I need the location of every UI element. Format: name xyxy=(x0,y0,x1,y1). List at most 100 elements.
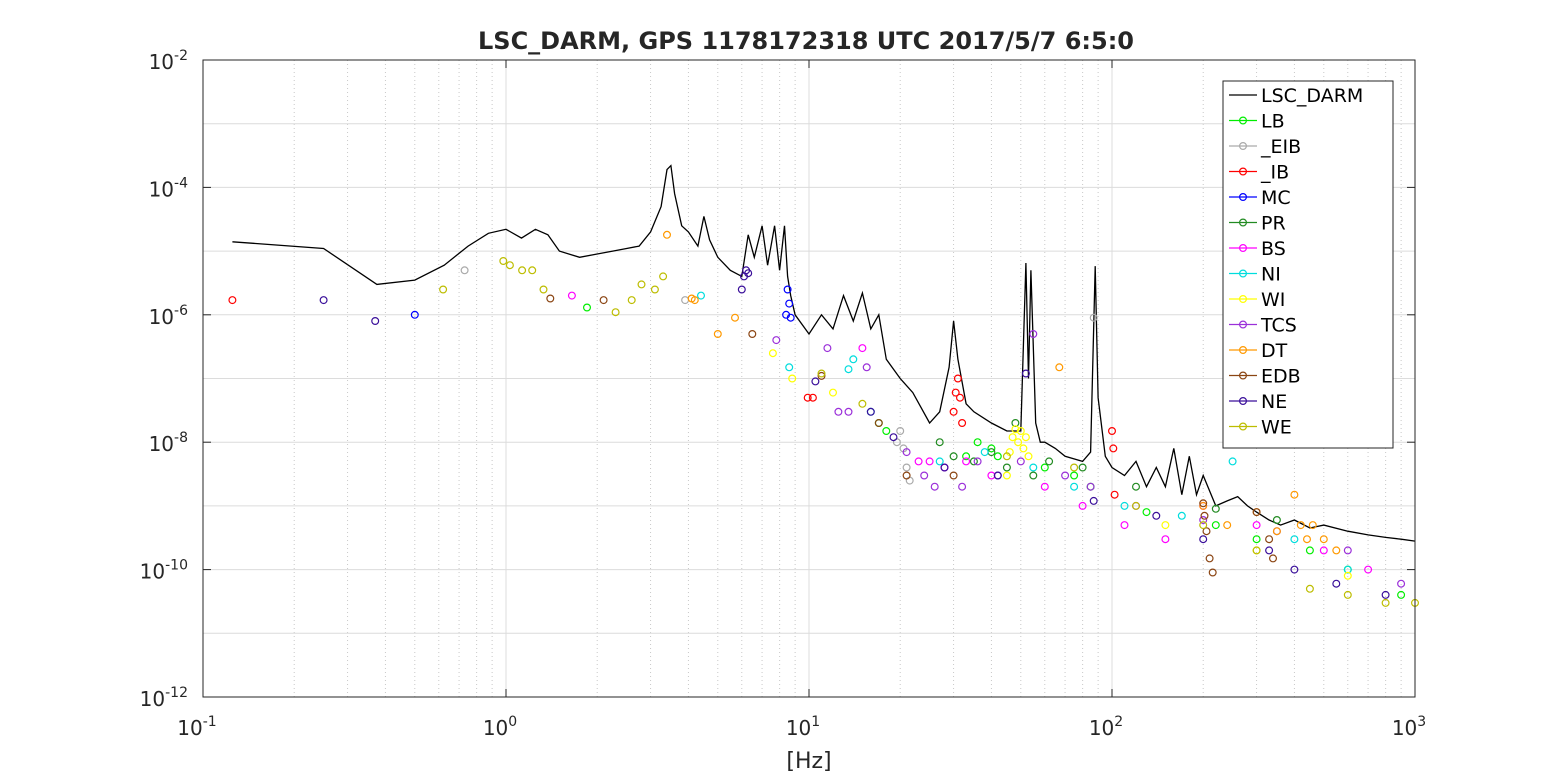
legend-marker-we xyxy=(1238,422,1247,431)
data-point-tcs xyxy=(902,448,911,457)
data-point-pr xyxy=(1078,463,1087,472)
legend-label-eib: _EIB xyxy=(1260,136,1301,158)
data-point-lb xyxy=(1040,463,1049,472)
data-point-edb xyxy=(1205,554,1214,563)
legend-label-tcs: TCS xyxy=(1260,315,1297,337)
data-point-wi xyxy=(1343,571,1352,580)
data-point-tcs xyxy=(1199,515,1208,524)
y-tick-label: 10-6 xyxy=(149,303,189,329)
data-point-ni xyxy=(785,363,794,372)
data-point-dt xyxy=(1296,521,1305,530)
data-point-ib xyxy=(953,374,962,383)
y-axis-ticks: 10-2 10-4 10-6 10-8 10-10 10-12 xyxy=(140,48,1415,711)
data-point-wi xyxy=(1002,471,1011,480)
data-point-tcs xyxy=(844,407,853,416)
data-point-dt xyxy=(1199,501,1208,510)
data-point-dt xyxy=(730,313,739,322)
data-point-wi xyxy=(1008,433,1017,442)
data-point-wi xyxy=(1011,425,1020,434)
data-point-bs xyxy=(1040,482,1049,491)
series-ni xyxy=(696,291,1352,574)
data-point-lb xyxy=(1252,535,1261,544)
data-point-bs xyxy=(1252,521,1261,530)
data-point-we xyxy=(1131,501,1140,510)
legend: LSC_DARM LB _EIB _IB MC PR BS NI WI TCS DT EDB NE WE xyxy=(1222,80,1394,449)
data-point-ib xyxy=(949,407,958,416)
data-point-ne xyxy=(811,377,820,386)
series-dt xyxy=(662,230,1341,555)
data-point-pr xyxy=(949,452,958,461)
data-point-lb xyxy=(1211,521,1220,530)
data-point-dt xyxy=(1319,535,1328,544)
legend-label-dt: DT xyxy=(1261,340,1288,362)
x-tick-label: 10-1 xyxy=(177,714,216,740)
data-point-bs xyxy=(1161,535,1170,544)
legend-marker-dt xyxy=(1238,346,1247,355)
data-point-ni xyxy=(1177,511,1186,520)
x-tick-label: 103 xyxy=(1392,714,1426,740)
data-point-eib xyxy=(902,463,911,472)
y-tick-label: 10-10 xyxy=(140,558,188,584)
data-point-we xyxy=(659,272,668,281)
data-point-ne xyxy=(319,296,328,305)
y-tick-label: 10-8 xyxy=(149,430,188,456)
data-point-ni xyxy=(1120,501,1129,510)
data-point-dt xyxy=(690,296,699,305)
data-point-bs xyxy=(962,457,971,466)
legend-label-lsc-darm: LSC_DARM xyxy=(1261,85,1363,107)
data-point-pr xyxy=(1029,471,1038,480)
data-point-ne xyxy=(1199,535,1208,544)
data-point-edb xyxy=(546,294,555,303)
data-point-bs xyxy=(567,291,576,300)
data-point-we xyxy=(650,285,659,294)
data-point-ne xyxy=(1290,565,1299,574)
data-point-wi xyxy=(828,388,837,397)
legend-label-lb: LB xyxy=(1261,111,1285,133)
data-point-mc xyxy=(786,313,795,322)
legend-marker-edb xyxy=(1238,371,1247,380)
data-point-lb xyxy=(1070,471,1079,480)
data-point-mc xyxy=(783,285,792,294)
data-point-edb xyxy=(1199,499,1208,508)
data-point-edb xyxy=(1268,554,1277,563)
series-mc xyxy=(410,285,795,322)
x-tick-label: 100 xyxy=(483,714,517,740)
data-point-ne xyxy=(1381,590,1390,599)
data-point-we xyxy=(1305,584,1314,593)
data-point-ni xyxy=(1029,463,1038,472)
data-point-we xyxy=(627,296,636,305)
data-point-we xyxy=(439,285,448,294)
data-point-ne xyxy=(737,285,746,294)
data-point-pr xyxy=(969,457,978,466)
data-point-eib xyxy=(896,427,905,436)
data-point-tcs xyxy=(823,344,832,353)
data-point-we xyxy=(611,308,620,317)
data-point-edb xyxy=(1265,535,1274,544)
data-point-wi xyxy=(1014,438,1023,447)
data-point-ni xyxy=(980,448,989,457)
series-eib xyxy=(460,266,1098,485)
series-we xyxy=(439,257,1419,607)
data-point-eib xyxy=(460,266,469,275)
data-point-edb xyxy=(748,330,757,339)
data-point-dt xyxy=(1223,521,1232,530)
legend-marker-ni xyxy=(1238,269,1247,278)
data-point-ne xyxy=(940,463,949,472)
data-point-bs xyxy=(1364,565,1373,574)
data-point-tcs xyxy=(772,336,781,345)
data-point-lb xyxy=(882,427,891,436)
series-lsc-darm xyxy=(232,164,1416,542)
data-point-we xyxy=(817,369,826,378)
data-point-tcs xyxy=(834,407,843,416)
data-point-lb xyxy=(1142,508,1151,517)
series-edb xyxy=(546,294,1277,577)
data-point-tcs xyxy=(1061,471,1070,480)
data-point-we xyxy=(858,399,867,408)
data-point-lb xyxy=(987,444,996,453)
data-point-ib xyxy=(958,419,967,428)
data-point-dt xyxy=(1055,363,1064,372)
y-tick-label: 10-2 xyxy=(149,48,188,74)
legend-label-pr: PR xyxy=(1261,213,1286,235)
data-point-edb xyxy=(902,471,911,480)
